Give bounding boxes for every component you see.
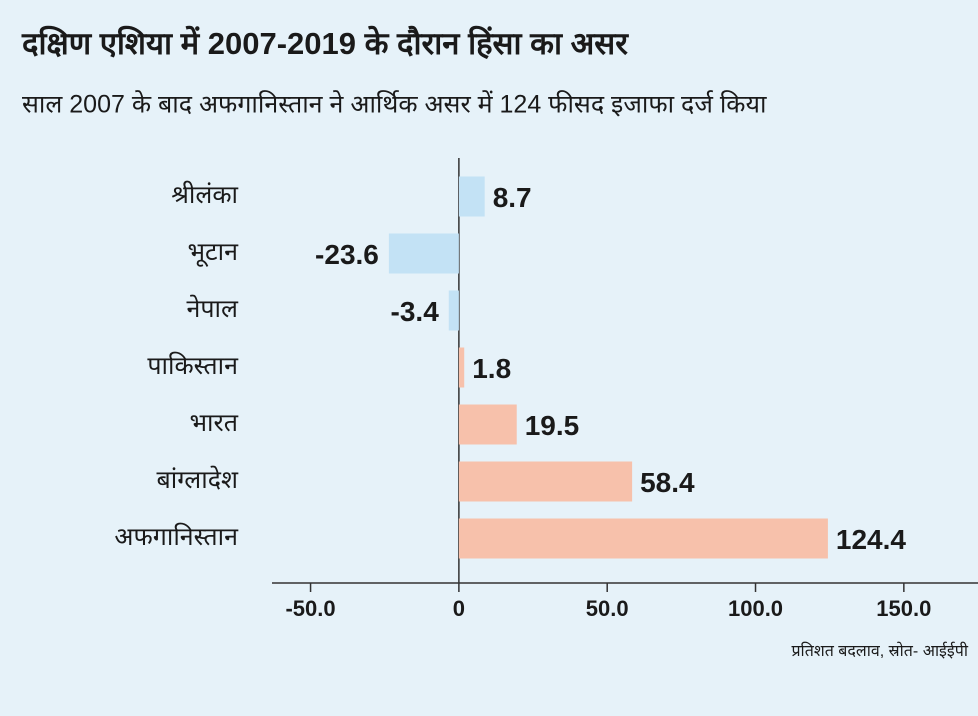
value-label: 58.4 [640, 467, 695, 498]
bar [458, 404, 517, 445]
bar [458, 461, 633, 502]
value-label: 8.7 [493, 182, 532, 213]
value-label: 1.8 [472, 353, 511, 384]
x-tick-label: 150.0 [876, 596, 931, 621]
chart-title: दक्षिण एशिया में 2007-2019 के दौरान हिंस… [21, 25, 629, 61]
category-label: भारत [189, 409, 238, 437]
category-label: अफगानिस्तान [114, 522, 239, 551]
source-note: प्रतिशत बदलाव, स्रोत- आईईपी [791, 641, 968, 660]
chart-subtitle: साल 2007 के बाद अफगानिस्तान ने आर्थिक अस… [22, 90, 767, 119]
bar [388, 233, 459, 274]
category-label: श्रीलंका [171, 180, 238, 209]
value-label: 124.4 [836, 524, 906, 555]
category-label: नेपाल [186, 294, 239, 323]
bar [448, 290, 459, 331]
bar [458, 347, 465, 388]
category-label: भूटान [187, 238, 239, 267]
x-tick-label: 50.0 [586, 596, 629, 621]
x-tick-label: -50.0 [285, 596, 335, 621]
category-label: पाकिस्तान [147, 351, 239, 380]
value-label: -23.6 [315, 239, 379, 270]
bar [458, 176, 485, 217]
value-label: -3.4 [391, 296, 440, 327]
category-label: बांग्लादेश [157, 465, 239, 494]
x-tick-label: 0 [453, 596, 465, 621]
value-label: 19.5 [525, 410, 580, 441]
bar [458, 518, 828, 559]
x-tick-label: 100.0 [728, 596, 783, 621]
